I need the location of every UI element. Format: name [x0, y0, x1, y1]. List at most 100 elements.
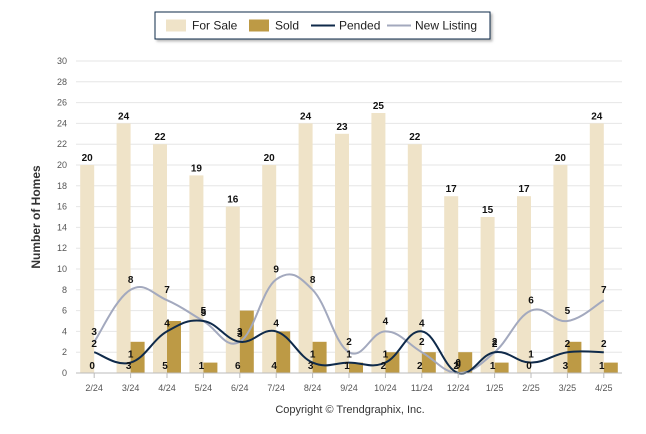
x-tick-label: 6/24 [231, 383, 249, 393]
bar-sold [276, 331, 291, 373]
label-pended: 1 [528, 350, 534, 361]
label-new-listing: 2 [419, 337, 425, 348]
label-pended: 1 [346, 350, 352, 361]
y-tick-label: 28 [57, 77, 67, 87]
y-tick-label: 8 [62, 285, 67, 295]
label-for-sale: 17 [518, 184, 530, 195]
y-tick-label: 4 [62, 326, 67, 336]
bar-sold [385, 352, 400, 373]
bar-for-sale [189, 175, 204, 373]
label-new-listing: 0 [455, 358, 461, 369]
x-tick-label: 8/24 [304, 383, 322, 393]
bar-for-sale [80, 165, 95, 373]
bar-sold [421, 352, 436, 373]
label-for-sale: 24 [300, 111, 312, 122]
bar-sold [458, 352, 473, 373]
bar-for-sale [335, 133, 349, 373]
label-for-sale: 23 [336, 122, 348, 133]
y-tick-label: 30 [57, 56, 67, 66]
label-pended: 4 [273, 318, 279, 329]
label-for-sale: 19 [191, 163, 203, 174]
label-pended: 5 [201, 308, 207, 319]
label-new-listing: 3 [91, 327, 97, 338]
bar-for-sale [153, 144, 167, 373]
copyright-text: Copyright © Trendgraphix, Inc. [275, 404, 424, 416]
y-tick-label: 18 [57, 181, 67, 191]
label-new-listing: 3 [237, 327, 243, 338]
bar-for-sale [225, 206, 240, 373]
x-tick-label: 2/25 [522, 383, 540, 393]
y-tick-label: 24 [57, 118, 67, 128]
label-sold: 1 [199, 361, 205, 372]
lines [93, 273, 605, 375]
label-sold: 3 [563, 361, 569, 372]
label-new-listing: 4 [383, 316, 389, 327]
legend-label: For Sale [192, 19, 238, 33]
label-for-sale: 22 [409, 132, 421, 143]
x-tick-label: 3/24 [122, 383, 140, 393]
legend: For Sale Sold Pended New Listing [154, 11, 491, 40]
label-sold: 2 [453, 361, 459, 372]
legend-swatch [166, 19, 186, 32]
label-pended: 4 [419, 318, 425, 329]
label-new-listing: 6 [528, 296, 534, 307]
label-pended: 2 [492, 339, 498, 350]
legend-label: Sold [275, 19, 299, 33]
legend-label: New Listing [415, 19, 477, 33]
x-tick-label: 4/25 [595, 383, 613, 393]
label-sold: 2 [381, 361, 387, 372]
bar-sold [567, 341, 582, 373]
bar-for-sale [444, 196, 459, 373]
label-sold: 3 [126, 361, 132, 372]
label-new-listing: 8 [128, 275, 134, 286]
label-sold: 4 [271, 361, 277, 372]
bar-sold [349, 362, 363, 373]
bar-sold [494, 362, 509, 373]
line-pended [93, 319, 604, 375]
y-tick-label: 14 [57, 222, 67, 232]
label-pended: 1 [128, 350, 134, 361]
label-pended: 3 [237, 329, 243, 340]
label-pended: 1 [383, 350, 389, 361]
y-tick-label: 16 [57, 202, 67, 212]
label-for-sale: 24 [591, 111, 603, 122]
label-sold: 6 [235, 361, 241, 372]
bar-sold [203, 362, 218, 373]
bar-for-sale [480, 217, 495, 373]
label-sold: 5 [162, 361, 168, 372]
bar-for-sale [371, 113, 386, 373]
y-tick-label: 26 [57, 98, 67, 108]
y-tick-label: 20 [57, 160, 67, 170]
x-tick-label: 10/24 [374, 383, 397, 393]
label-new-listing: 7 [601, 285, 607, 296]
x-tick-label: 12/24 [447, 383, 470, 393]
label-new-listing: 9 [273, 264, 279, 275]
bar-for-sale [407, 144, 422, 373]
label-for-sale: 25 [373, 101, 385, 112]
bars [80, 113, 618, 374]
label-sold: 1 [599, 361, 605, 372]
label-new-listing: 8 [310, 275, 316, 286]
label-for-sale: 24 [118, 111, 130, 122]
y-tick-label: 10 [57, 264, 67, 274]
legend-swatch [249, 19, 269, 32]
label-pended: 2 [601, 339, 607, 350]
label-for-sale: 16 [227, 195, 239, 206]
x-tick-label: 7/24 [267, 383, 285, 393]
bar-sold [130, 341, 145, 373]
x-tick-label: 11/24 [411, 383, 433, 393]
label-sold: 1 [490, 361, 496, 372]
x-tick-label: 3/25 [559, 383, 577, 393]
bar-sold [603, 362, 618, 373]
x-tick-label: 4/24 [158, 383, 176, 393]
label-new-listing: 5 [565, 306, 571, 317]
x-tick-label: 2/24 [85, 383, 103, 393]
bar-for-sale [298, 123, 313, 374]
label-for-sale: 17 [446, 184, 458, 195]
label-for-sale: 20 [264, 153, 276, 164]
label-pended: 2 [565, 339, 571, 350]
label-pended: 2 [91, 339, 97, 350]
label-sold: 0 [526, 361, 532, 372]
